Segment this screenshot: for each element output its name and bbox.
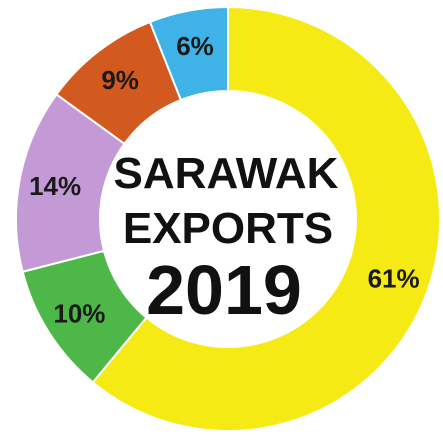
slice-group: [15, 5, 441, 432]
chart-year: 2019: [146, 251, 302, 329]
donut-slice-0: [91, 5, 441, 432]
slice-label-4: 6%: [176, 31, 214, 61]
slice-label-0: 61%: [368, 264, 420, 294]
donut-slice-4: [148, 5, 229, 102]
slice-label-2: 14%: [29, 171, 81, 201]
slice-label-3: 9%: [101, 65, 139, 95]
slice-label-group: 61% 10% 14% 9% 6%: [29, 31, 420, 328]
chart-title-line-1: SARAWAK: [114, 149, 339, 198]
slice-label-1: 10%: [53, 298, 105, 328]
chart-title-line-2: EXPORTS: [123, 204, 333, 253]
